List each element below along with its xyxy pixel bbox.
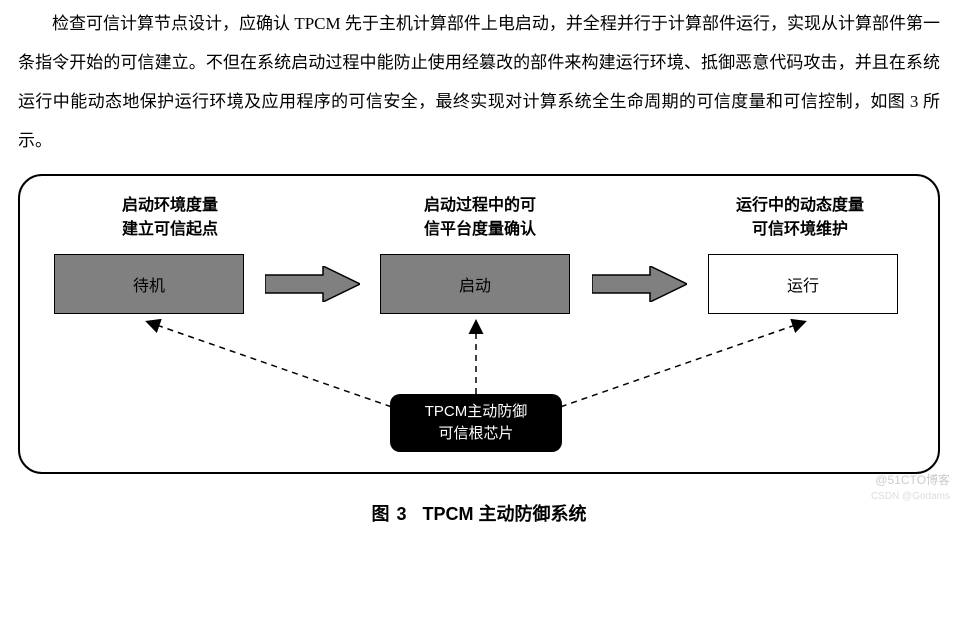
figure-title: TPCM 主动防御系统 [423,504,587,524]
paragraph-text: 检查可信计算节点设计，应确认 TPCM 先于主机计算部件上电启动，并全程并行于计… [0,0,958,168]
figure-caption: 图 3 TPCM 主动防御系统 [0,478,958,536]
figure-number: 图 3 [371,504,407,524]
watermark-text-2: CSDN @Godams [871,491,950,502]
dashed-arrows-layer [20,176,938,476]
tpcm-flowchart: 启动环境度量 建立可信起点 待机 启动过程中的可 信平台度量确认 启动 运行中的… [18,174,940,474]
paragraph-content: 检查可信计算节点设计，应确认 TPCM 先于主机计算部件上电启动，并全程并行于计… [18,14,940,150]
dashed-arrow-to-run [540,322,804,414]
watermark-text: @51CTO博客 [875,471,950,488]
dashed-arrow-to-standby [148,322,412,414]
diagram-container: 启动环境度量 建立可信起点 待机 启动过程中的可 信平台度量确认 启动 运行中的… [0,168,958,478]
